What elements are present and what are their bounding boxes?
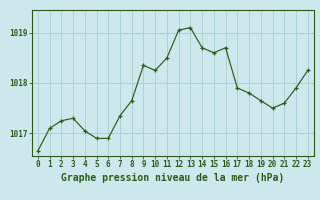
X-axis label: Graphe pression niveau de la mer (hPa): Graphe pression niveau de la mer (hPa) [61,173,284,183]
